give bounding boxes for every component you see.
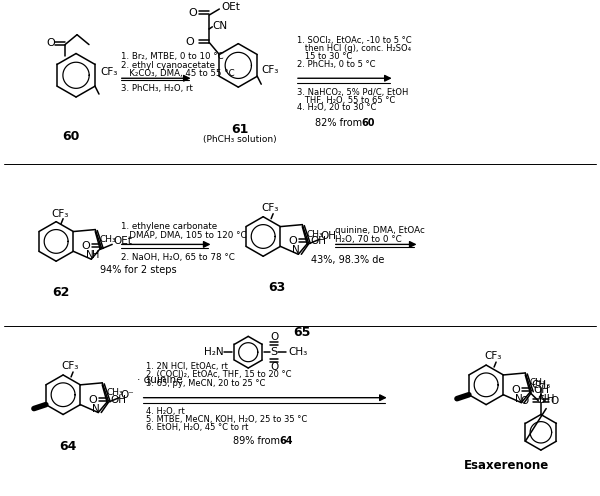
Text: CF₃: CF₃ [61, 361, 79, 371]
Text: CF₃: CF₃ [51, 209, 68, 219]
Text: CN: CN [212, 21, 227, 31]
Text: 6. EtOH, H₂O, 45 °C to rt: 6. EtOH, H₂O, 45 °C to rt [146, 423, 248, 432]
Text: 2. ethyl cyanoacetate: 2. ethyl cyanoacetate [121, 61, 215, 70]
Text: OH: OH [320, 232, 336, 242]
Text: OEt: OEt [221, 2, 240, 12]
Text: then HCl (g), conc. H₂SO₄: then HCl (g), conc. H₂SO₄ [297, 44, 411, 53]
Text: Esaxerenone: Esaxerenone [463, 459, 548, 472]
Text: 89% from: 89% from [233, 436, 283, 446]
Text: O: O [521, 396, 529, 406]
Text: H₂O, 70 to 0 °C: H₂O, 70 to 0 °C [335, 235, 401, 244]
Text: K₂CO₃, DMA, 45 to 55 °C: K₂CO₃, DMA, 45 to 55 °C [121, 69, 235, 78]
Text: 2. PhCH₃, 0 to 5 °C: 2. PhCH₃, 0 to 5 °C [297, 60, 376, 69]
Text: 3. NaHCO₂, 5% Pd/C, EtOH: 3. NaHCO₂, 5% Pd/C, EtOH [297, 88, 409, 97]
Text: O: O [270, 332, 278, 342]
Text: 61: 61 [232, 123, 249, 136]
Text: 60: 60 [62, 130, 80, 143]
Text: 82% from: 82% from [314, 118, 365, 128]
Text: 3. 65, py, MeCN, 20 to 25 °C: 3. 65, py, MeCN, 20 to 25 °C [146, 379, 265, 388]
Text: DMAP, DMA, 105 to 120 °C: DMAP, DMA, 105 to 120 °C [121, 231, 247, 240]
Text: CH₃: CH₃ [529, 378, 546, 387]
Text: OH: OH [310, 237, 326, 247]
Text: 62: 62 [52, 286, 70, 300]
Text: CH₃: CH₃ [306, 230, 323, 239]
Text: 64: 64 [280, 436, 293, 446]
Text: CH₃: CH₃ [106, 388, 123, 397]
Text: OH: OH [533, 385, 549, 395]
Text: O: O [270, 362, 278, 372]
Text: 94% for 2 steps: 94% for 2 steps [100, 265, 177, 275]
Text: CH₃: CH₃ [288, 347, 307, 357]
Text: 2. (COCl)₂, EtOAc, THF, 15 to 20 °C: 2. (COCl)₂, EtOAc, THF, 15 to 20 °C [146, 371, 291, 379]
Text: THF, H₂O, 55 to 65 °C: THF, H₂O, 55 to 65 °C [297, 96, 395, 105]
Text: 5. MTBE, MeCN, KOH, H₂O, 25 to 35 °C: 5. MTBE, MeCN, KOH, H₂O, 25 to 35 °C [146, 415, 307, 424]
Text: O: O [185, 37, 194, 47]
Text: O⁻: O⁻ [120, 390, 134, 400]
Text: 60: 60 [361, 118, 374, 128]
Text: 3. PhCH₃, H₂O, rt: 3. PhCH₃, H₂O, rt [121, 84, 193, 93]
Text: 1. SOCl₂, EtOAc, -10 to 5 °C: 1. SOCl₂, EtOAc, -10 to 5 °C [297, 36, 412, 45]
Text: CH₃: CH₃ [99, 235, 116, 244]
Text: O: O [551, 396, 559, 406]
Text: CF₃: CF₃ [484, 351, 502, 361]
Text: S: S [271, 347, 278, 357]
Text: H₂N: H₂N [203, 347, 223, 357]
Text: 2. NaOH, H₂O, 65 to 78 °C: 2. NaOH, H₂O, 65 to 78 °C [121, 253, 235, 262]
Text: 1. ethylene carbonate: 1. ethylene carbonate [121, 222, 217, 231]
Text: 43%, 98.3% de: 43%, 98.3% de [311, 255, 385, 265]
Text: 1. 2N HCl, EtOAc, rt: 1. 2N HCl, EtOAc, rt [146, 362, 227, 371]
Text: · quinine: · quinine [137, 375, 182, 385]
Text: O: O [89, 395, 97, 405]
Text: CF₃: CF₃ [261, 65, 278, 75]
Text: OH: OH [110, 395, 126, 405]
Text: NH: NH [539, 394, 555, 404]
Text: N: N [92, 404, 100, 414]
Text: H: H [92, 250, 100, 260]
Text: O: O [512, 385, 520, 395]
Text: N: N [292, 246, 300, 255]
Text: O: O [188, 8, 197, 18]
Text: (PhCH₃ solution): (PhCH₃ solution) [203, 135, 277, 144]
Text: 1. Br₂, MTBE, 0 to 10 °C: 1. Br₂, MTBE, 0 to 10 °C [121, 52, 223, 61]
Text: 15 to 30 °C: 15 to 30 °C [297, 52, 352, 61]
Text: O: O [289, 237, 298, 247]
Text: 65: 65 [293, 326, 310, 339]
Text: 4. H₂O, 20 to 30 °C: 4. H₂O, 20 to 30 °C [297, 104, 376, 113]
Text: O: O [82, 242, 90, 251]
Text: O: O [47, 38, 56, 48]
Text: 64: 64 [59, 439, 77, 453]
Text: OEt: OEt [113, 237, 132, 247]
Text: N: N [515, 394, 523, 404]
Text: CF₃: CF₃ [100, 67, 118, 77]
Text: 4. H₂O, rt: 4. H₂O, rt [146, 407, 184, 416]
Text: 63: 63 [268, 281, 286, 295]
Text: quinine, DMA, EtOAc: quinine, DMA, EtOAc [335, 226, 425, 235]
Text: S: S [538, 395, 544, 405]
Text: CF₃: CF₃ [261, 203, 278, 213]
Text: N: N [86, 250, 94, 260]
Text: CH₃: CH₃ [531, 380, 551, 390]
